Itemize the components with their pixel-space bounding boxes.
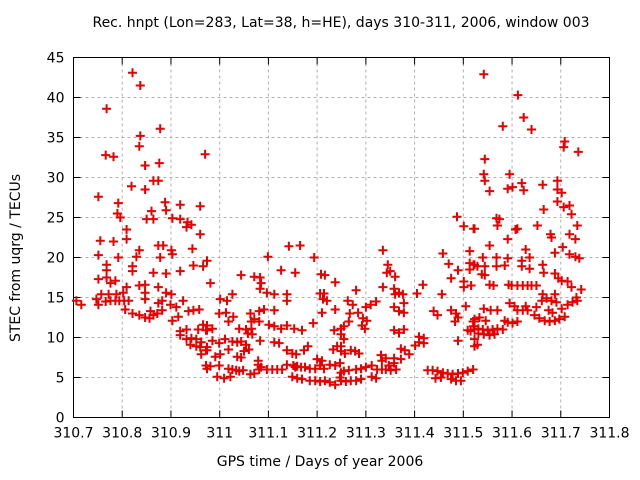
- grid-lines: [73, 57, 610, 418]
- y-tick-label: 35: [47, 131, 65, 147]
- x-tick-label: 310.9: [151, 426, 191, 442]
- y-axis-label: STEC from uqrg / TECUs: [8, 174, 24, 342]
- x-tick-label: 310.7: [53, 426, 93, 442]
- plot-border: [73, 57, 610, 418]
- y-tick-label: 25: [47, 211, 65, 227]
- x-tick-label: 311: [206, 426, 233, 442]
- y-tick-label: 40: [47, 91, 65, 107]
- x-tick-label: 311.8: [589, 426, 629, 442]
- x-tick-label: 310.8: [102, 426, 142, 442]
- chart-title: Rec. hnpt (Lon=283, Lat=38, h=HE), days …: [92, 15, 589, 31]
- x-tick-label: 311.3: [346, 426, 386, 442]
- y-tick-label: 45: [47, 51, 65, 67]
- data-points: [71, 68, 586, 390]
- x-tick-label: 311.6: [492, 426, 532, 442]
- y-tick-label: 5: [56, 371, 65, 387]
- y-tick-label: 20: [47, 251, 65, 267]
- x-tick-labels: 310.7 310.8 310.9 311 311.1 311.2 311.3 311.4 31…: [53, 426, 629, 442]
- y-tick-labels: 0 5 10 15 20 25 30 35 40 45: [47, 51, 65, 427]
- x-tick-label: 311.2: [297, 426, 337, 442]
- x-axis-label: GPS time / Days of year 2006: [217, 454, 424, 470]
- x-tick-label: 311.4: [395, 426, 435, 442]
- y-tick-label: 15: [47, 291, 65, 307]
- y-tick-label: 0: [56, 411, 65, 427]
- scatter-plus-markers: [71, 68, 586, 390]
- y-tick-label: 30: [47, 171, 65, 187]
- y-tick-label: 10: [47, 331, 65, 347]
- x-tick-label: 311.5: [443, 426, 483, 442]
- x-tick-label: 311.7: [541, 426, 581, 442]
- x-tick-label: 311.1: [248, 426, 288, 442]
